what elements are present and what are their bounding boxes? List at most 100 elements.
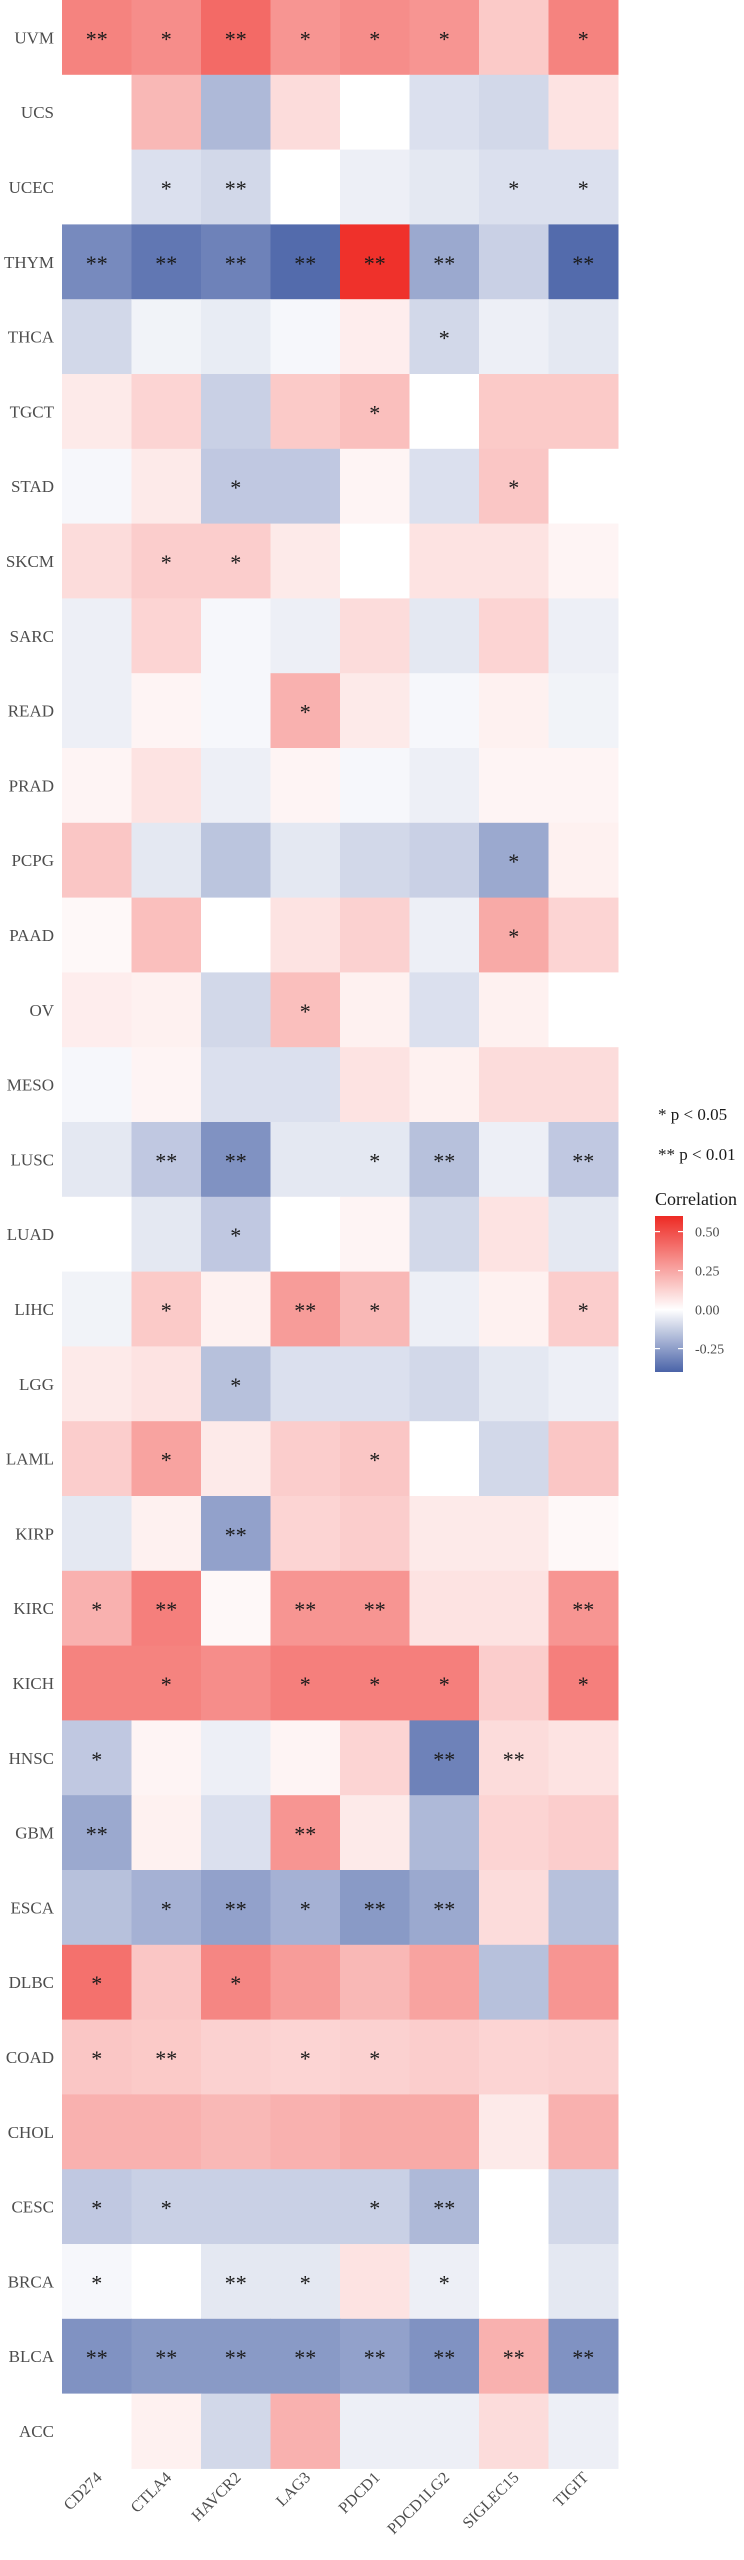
row-label: BLCA (9, 2347, 55, 2366)
heatmap-cell (340, 0, 410, 76)
heatmap-cell (548, 673, 619, 749)
heatmap-cell (270, 897, 341, 973)
significance-label: * (300, 700, 311, 725)
significance-label: * (300, 999, 311, 1024)
significance-label: * (369, 1298, 380, 1323)
heatmap-cell (131, 2169, 202, 2245)
significance-label: * (91, 2196, 102, 2221)
row-label: KIRC (13, 1599, 54, 1618)
heatmap-cell (270, 2094, 341, 2170)
heatmap-cell (62, 2244, 132, 2320)
heatmap-cell (201, 1047, 271, 1123)
row-label: UCS (21, 103, 54, 122)
heatmap-cell (340, 1570, 410, 1647)
heatmap-cell (409, 2094, 480, 2170)
heatmap-cell (131, 1196, 202, 1273)
heatmap-cell (340, 448, 410, 525)
row-label: MESO (7, 1076, 54, 1095)
heatmap-cell (131, 897, 202, 973)
heatmap-cell (479, 2393, 549, 2469)
significance-label: ** (225, 26, 247, 51)
heatmap-cell (548, 299, 619, 375)
heatmap-cell (409, 149, 480, 225)
heatmap-cell (270, 2244, 341, 2320)
heatmap-cell (201, 1570, 271, 1647)
heatmap-cell (62, 1346, 132, 1422)
heatmap-cell (479, 897, 549, 973)
significance-label: ** (364, 251, 386, 276)
row-label: DLBC (9, 1973, 54, 1992)
heatmap-cell (548, 972, 619, 1048)
heatmap-cell (479, 1122, 549, 1198)
row-label: THCA (8, 328, 55, 347)
heatmap-cell (479, 1346, 549, 1422)
heatmap-cell (479, 2244, 549, 2320)
heatmap-cell (340, 1346, 410, 1422)
heatmap-cell (548, 1421, 619, 1497)
heatmap-cell (62, 2019, 132, 2095)
heatmap-cell (548, 822, 619, 899)
significance-label: * (230, 1223, 241, 1248)
heatmap-cell (548, 1196, 619, 1273)
significance-label: * (508, 176, 519, 201)
heatmap-cell (62, 673, 132, 749)
column-label: CD274 (61, 2469, 106, 2514)
heatmap-cell (62, 1645, 132, 1721)
heatmap-cell (131, 448, 202, 525)
row-label: UCEC (9, 178, 54, 197)
heatmap-cell (409, 523, 480, 599)
heatmap-cell (409, 822, 480, 899)
heatmap-cell (131, 1421, 202, 1497)
significance-label: * (161, 1672, 172, 1697)
heatmap-cell (548, 2393, 619, 2469)
heatmap-cell (131, 1870, 202, 1946)
significance-label: ** (86, 251, 108, 276)
heatmap-cell (548, 1346, 619, 1422)
heatmap-cell (548, 1122, 619, 1198)
row-label: TGCT (10, 402, 55, 421)
significance-label: ** (225, 2345, 247, 2370)
heatmap-cell (409, 1122, 480, 1198)
heatmap-cell (62, 1720, 132, 1796)
significance-label: * (369, 26, 380, 51)
heatmap-cell (270, 448, 341, 525)
heatmap-cell (62, 1196, 132, 1273)
significance-label: ** (503, 1747, 525, 1772)
heatmap-cell (270, 1795, 341, 1871)
heatmap-cell (131, 74, 202, 151)
significance-label: ** (155, 1597, 177, 1622)
heatmap-cell (270, 299, 341, 375)
heatmap-cell (340, 748, 410, 824)
significance-label: * (230, 1373, 241, 1398)
heatmap-cell (340, 822, 410, 899)
heatmap-cell (548, 523, 619, 599)
significance-label: * (230, 550, 241, 575)
heatmap-cell (131, 1271, 202, 1347)
heatmap-cell (201, 822, 271, 899)
heatmap-cell (201, 74, 271, 151)
heatmap-cell (270, 1122, 341, 1198)
heatmap-cell (548, 0, 619, 76)
heatmap-cell (131, 374, 202, 450)
row-label: PAAD (9, 926, 54, 945)
row-label: LUAD (7, 1225, 54, 1244)
heatmap-cell (270, 0, 341, 76)
row-label: COAD (6, 2048, 54, 2067)
heatmap-cell (409, 972, 480, 1048)
heatmap-cell (340, 2019, 410, 2095)
heatmap-cell (409, 1047, 480, 1123)
significance-label: ** (294, 1597, 316, 1622)
significance-label: ** (294, 251, 316, 276)
heatmap-cell (409, 299, 480, 375)
heatmap-cell (479, 972, 549, 1048)
heatmap-cell (201, 1870, 271, 1946)
heatmap-cell (270, 972, 341, 1048)
heatmap-cell (62, 1047, 132, 1123)
heatmap-cell (131, 1645, 202, 1721)
heatmap-cell (479, 523, 549, 599)
heatmap-cell (62, 1795, 132, 1871)
heatmap-cell (201, 523, 271, 599)
significance-label: ** (155, 2046, 177, 2071)
row-label: CHOL (8, 2123, 54, 2142)
